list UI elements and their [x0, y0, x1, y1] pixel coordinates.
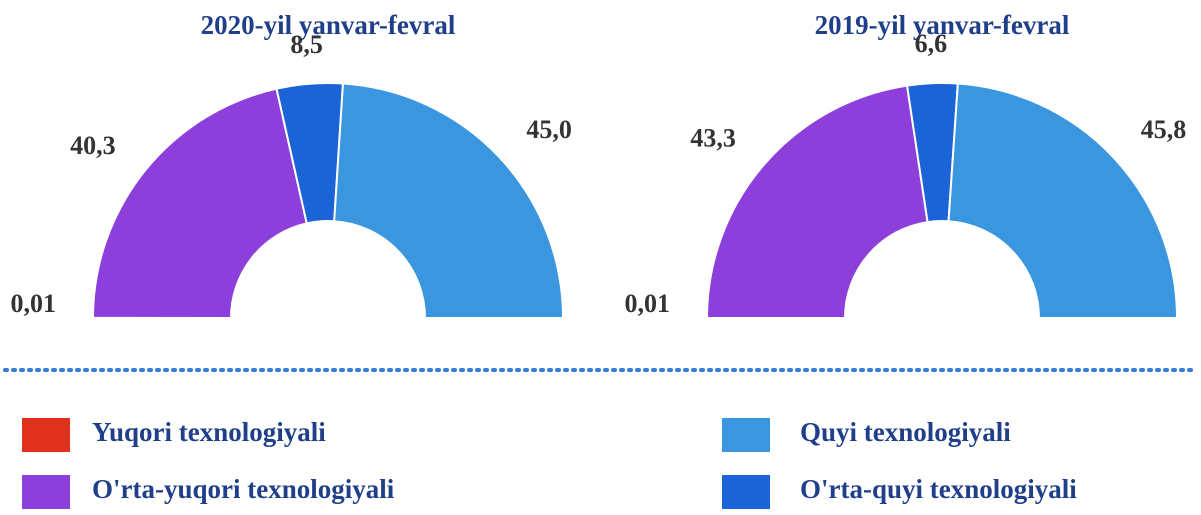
data-label: 0,01: [11, 289, 57, 318]
donut-slice: [91, 87, 308, 319]
chart-title: 2020-yil yanvar-fevral: [201, 10, 456, 40]
legend-label: O'rta-yuqori texnologiyali: [92, 474, 395, 504]
data-label: 0,01: [625, 289, 671, 318]
donut-slice: [947, 82, 1179, 319]
data-label: 8,5: [290, 30, 323, 59]
legend-label: Yuqori texnologiyali: [92, 417, 326, 447]
legend-swatch: [722, 418, 770, 452]
chart-title: 2019-yil yanvar-fevral: [815, 10, 1070, 40]
data-label: 6,6: [915, 29, 948, 58]
donut-slice: [705, 84, 929, 319]
donut-slice: [333, 82, 565, 319]
legend-swatch: [722, 475, 770, 509]
data-label: 45,0: [526, 115, 572, 144]
legend-label: O'rta-quyi texnologiyali: [800, 474, 1077, 504]
data-label: 43,3: [690, 123, 736, 152]
legend-swatch: [22, 418, 70, 452]
data-label: 45,8: [1141, 115, 1187, 144]
legend-swatch: [22, 475, 70, 509]
data-label: 40,3: [70, 131, 116, 160]
legend-label: Quyi texnologiyali: [800, 417, 1011, 447]
